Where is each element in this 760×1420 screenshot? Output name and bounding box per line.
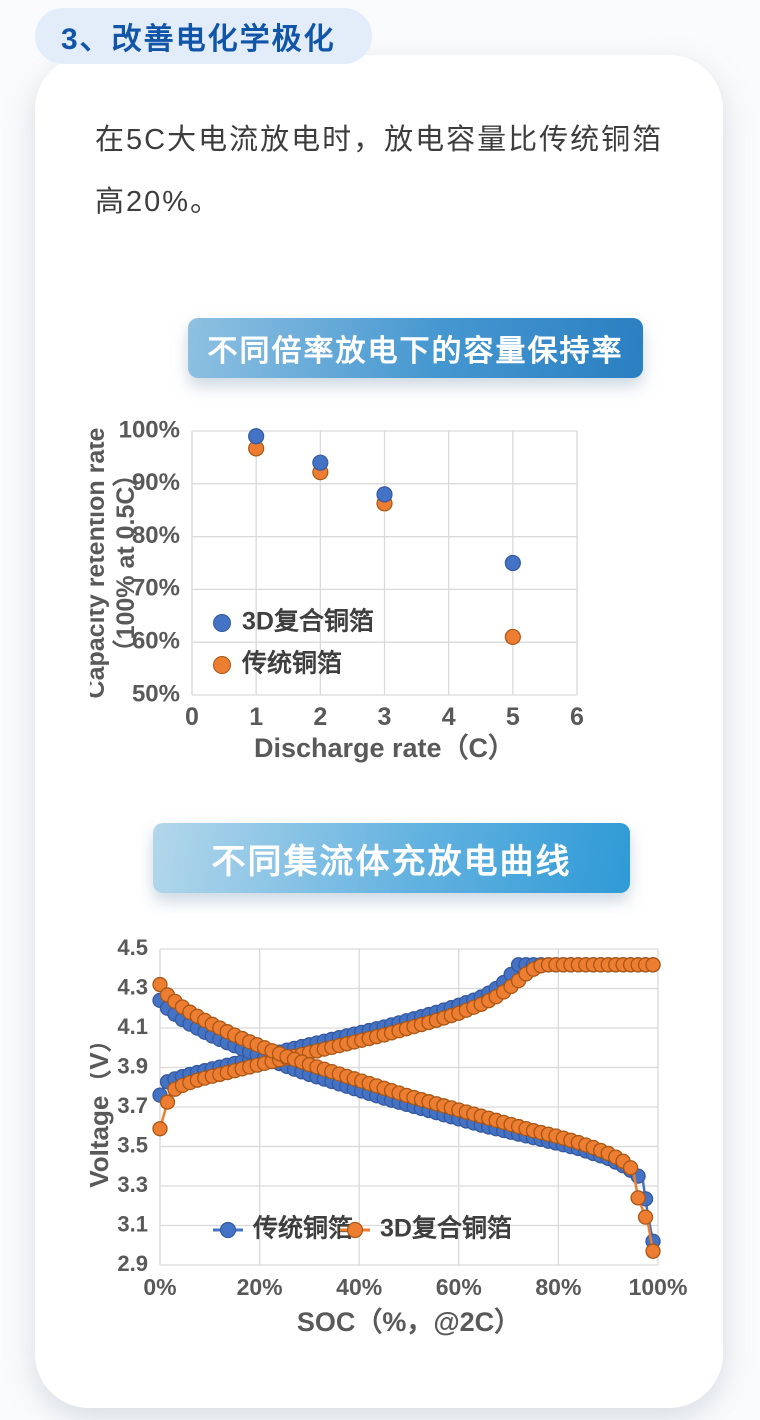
svg-text:4: 4 <box>442 703 456 731</box>
svg-text:80%: 80% <box>535 1274 581 1300</box>
svg-text:90%: 90% <box>132 469 180 496</box>
svg-text:100%: 100% <box>119 416 180 443</box>
svg-text:100%: 100% <box>629 1274 688 1300</box>
svg-text:20%: 20% <box>237 1274 283 1300</box>
charge-discharge-curve-chart: 4.5 4.3 4.1 3.9 3.7 3.5 3.3 3.1 2.90% 20% 40% 60% 80… <box>90 935 688 1337</box>
svg-text:70%: 70% <box>132 575 180 602</box>
svg-text:Discharge rate（C）: Discharge rate（C） <box>254 733 515 763</box>
svg-text:60%: 60% <box>132 628 180 655</box>
svg-text:4.1: 4.1 <box>117 1014 148 1039</box>
svg-text:3.5: 3.5 <box>117 1132 148 1157</box>
svg-text:40%: 40% <box>336 1274 382 1300</box>
svg-text:5: 5 <box>506 703 520 731</box>
svg-text:传统铜箔: 传统铜箔 <box>252 1214 353 1243</box>
svg-text:3.3: 3.3 <box>117 1172 148 1197</box>
svg-text:3: 3 <box>378 703 392 731</box>
svg-text:SOC（%，@2C）: SOC（%，@2C） <box>297 1307 521 1337</box>
chart2-title: 不同集流体充放电曲线 <box>211 842 572 881</box>
svg-text:3.1: 3.1 <box>117 1211 148 1236</box>
svg-text:（100% at 0.5C）: （100% at 0.5C） <box>111 462 140 665</box>
chart1-title-banner: 不同倍率放电下的容量保持率 <box>188 318 643 378</box>
svg-text:3.9: 3.9 <box>117 1053 148 1078</box>
content-card: 在5C大电流放电时，放电容量比传统铜箔 高20%。 不同倍率放电下的容量保持率 1… <box>35 55 723 1408</box>
body-paragraph: 在5C大电流放电时，放电容量比传统铜箔 高20%。 <box>95 109 663 233</box>
chart2-title-banner: 不同集流体充放电曲线 <box>153 823 630 893</box>
svg-text:4.3: 4.3 <box>117 974 148 999</box>
svg-text:1: 1 <box>249 703 263 731</box>
svg-text:0: 0 <box>185 703 199 731</box>
svg-text:2.9: 2.9 <box>117 1251 148 1276</box>
svg-text:80%: 80% <box>132 522 180 549</box>
svg-text:0%: 0% <box>143 1274 176 1300</box>
svg-text:3.7: 3.7 <box>117 1093 148 1118</box>
svg-text:Capacity retention rate: Capacity retention rate <box>90 427 110 698</box>
section-title: 3、改善电化学极化 <box>61 23 336 56</box>
svg-text:4.5: 4.5 <box>117 935 148 960</box>
svg-text:3D复合铜箔: 3D复合铜箔 <box>242 607 374 636</box>
svg-text:传统铜箔: 传统铜箔 <box>241 649 342 678</box>
paragraph-line-1: 在5C大电流放电时，放电容量比传统铜箔 <box>95 124 664 156</box>
capacity-retention-chart: 100% 90% 80% 70% 60% 50%0 1 2 3 4 5 6 Discharge rate… <box>90 416 584 763</box>
svg-text:2: 2 <box>313 703 327 731</box>
svg-text:3D复合铜箔: 3D复合铜箔 <box>380 1214 512 1243</box>
section-title-pill: 3、改善电化学极化 <box>35 8 372 64</box>
svg-text:60%: 60% <box>436 1274 482 1300</box>
svg-text:6: 6 <box>570 703 584 731</box>
svg-text:Voltage（V）: Voltage（V） <box>90 1026 114 1187</box>
paragraph-line-2: 高20%。 <box>95 186 222 218</box>
svg-text:50%: 50% <box>132 680 180 707</box>
chart1-title: 不同倍率放电下的容量保持率 <box>207 335 624 368</box>
